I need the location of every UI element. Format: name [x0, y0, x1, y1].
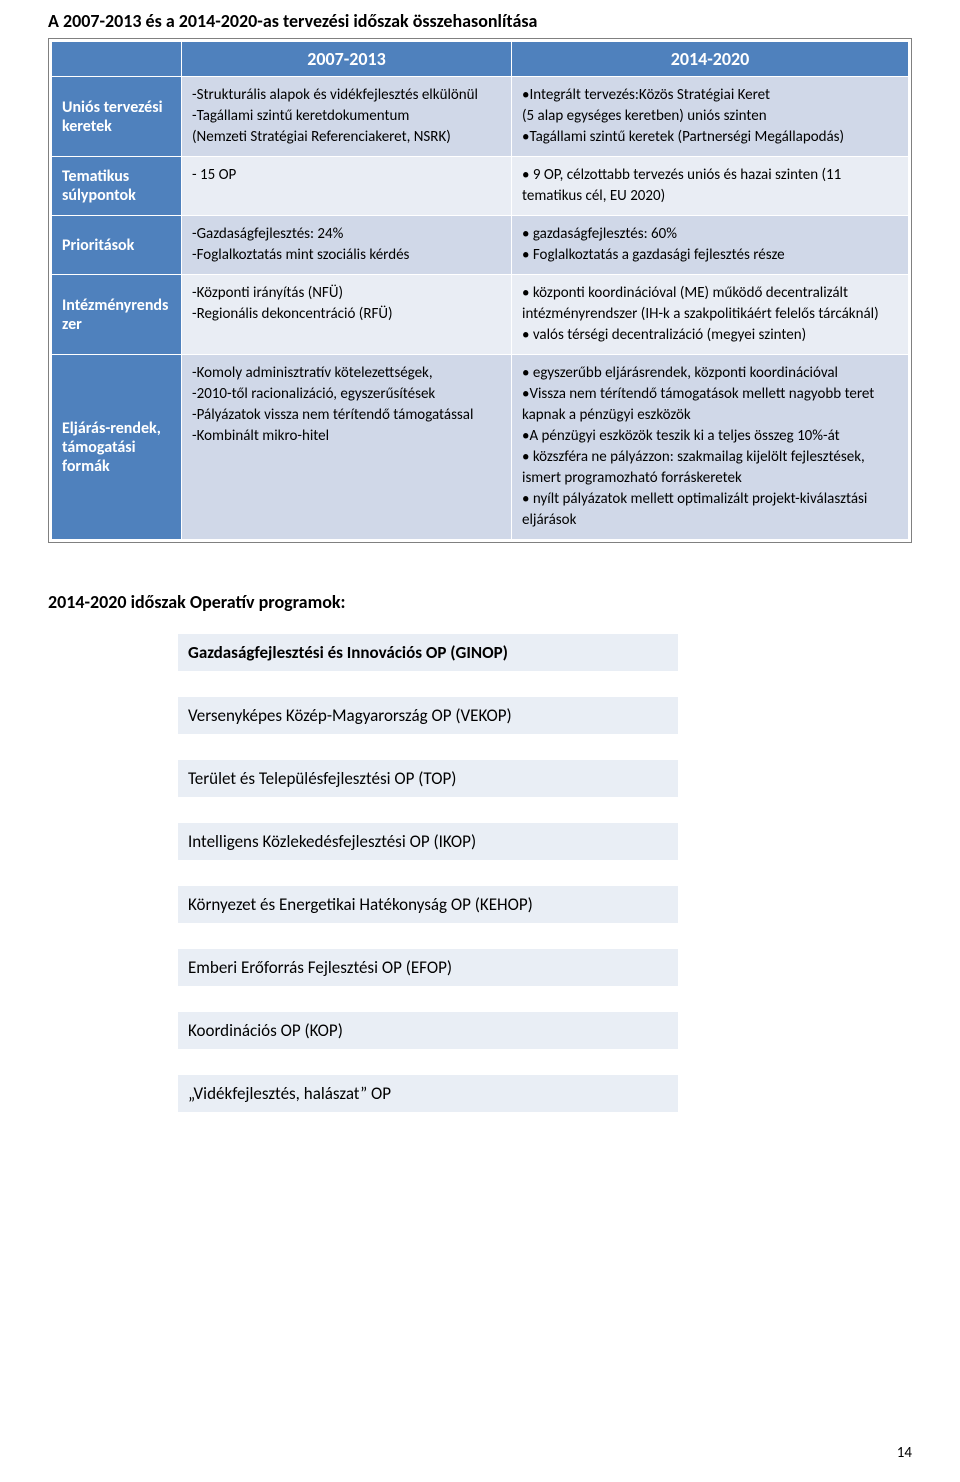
- cell: • központi koordinációval (ME) működő de…: [512, 275, 909, 355]
- op-label: Intelligens Közlekedésfejlesztési OP (IK…: [178, 820, 678, 863]
- cell: • gazdaságfejlesztés: 60%• Foglalkoztatá…: [512, 216, 909, 275]
- comparison-table-wrapper: 2007-2013 2014-2020 Uniós tervezési kere…: [48, 38, 912, 543]
- list-item: Gazdaságfejlesztési és Innovációs OP (GI…: [178, 631, 678, 674]
- col-header-2007: 2007-2013: [182, 42, 512, 77]
- page-number: 14: [897, 1444, 912, 1462]
- row-header: Intézményrendszer: [52, 275, 182, 355]
- table-corner: [52, 42, 182, 77]
- list-item: Intelligens Közlekedésfejlesztési OP (IK…: [178, 820, 678, 863]
- op-label: Versenyképes Közép-Magyarország OP (VEKO…: [178, 694, 678, 737]
- cell: •Integrált tervezés:Közös Stratégiai Ker…: [512, 77, 909, 157]
- op-label: Emberi Erőforrás Fejlesztési OP (EFOP): [178, 946, 678, 989]
- table-row: Tematikus súlypontok - 15 OP • 9 OP, cél…: [52, 157, 909, 216]
- op-label: Gazdaságfejlesztési és Innovációs OP (GI…: [178, 631, 678, 674]
- op-label: Terület és Településfejlesztési OP (TOP): [178, 757, 678, 800]
- op-list: Gazdaságfejlesztési és Innovációs OP (GI…: [178, 631, 678, 1115]
- row-header: Prioritások: [52, 216, 182, 275]
- list-item: Koordinációs OP (KOP): [178, 1009, 678, 1052]
- table-row: Eljárás-rendek, támogatási formák -Komol…: [52, 355, 909, 540]
- row-header: Eljárás-rendek, támogatási formák: [52, 355, 182, 540]
- row-header: Uniós tervezési keretek: [52, 77, 182, 157]
- cell: - 15 OP: [182, 157, 512, 216]
- cell: -Központi irányítás (NFÜ)-Regionális dek…: [182, 275, 512, 355]
- op-section-title: 2014-2020 időszak Operatív programok:: [48, 591, 912, 613]
- comparison-table: 2007-2013 2014-2020 Uniós tervezési kere…: [51, 41, 909, 540]
- op-label: Környezet és Energetikai Hatékonyság OP …: [178, 883, 678, 926]
- cell: -Komoly adminisztratív kötelezettségek,-…: [182, 355, 512, 540]
- col-header-2014: 2014-2020: [512, 42, 909, 77]
- table-row: Intézményrendszer -Központi irányítás (N…: [52, 275, 909, 355]
- table-row: Prioritások -Gazdaságfejlesztés: 24%-Fog…: [52, 216, 909, 275]
- cell: -Gazdaságfejlesztés: 24%-Foglalkoztatás …: [182, 216, 512, 275]
- cell: • egyszerűbb eljárásrendek, központi koo…: [512, 355, 909, 540]
- list-item: „Vidékfejlesztés, halászat” OP: [178, 1072, 678, 1115]
- row-header: Tematikus súlypontok: [52, 157, 182, 216]
- list-item: Környezet és Energetikai Hatékonyság OP …: [178, 883, 678, 926]
- list-item: Versenyképes Közép-Magyarország OP (VEKO…: [178, 694, 678, 737]
- cell: -Strukturális alapok és vidékfejlesztés …: [182, 77, 512, 157]
- list-item: Terület és Településfejlesztési OP (TOP): [178, 757, 678, 800]
- op-label: „Vidékfejlesztés, halászat” OP: [178, 1072, 678, 1115]
- table-row: Uniós tervezési keretek -Strukturális al…: [52, 77, 909, 157]
- list-item: Emberi Erőforrás Fejlesztési OP (EFOP): [178, 946, 678, 989]
- cell: • 9 OP, célzottabb tervezés uniós és haz…: [512, 157, 909, 216]
- page-title: A 2007-2013 és a 2014-2020-as tervezési …: [48, 10, 912, 32]
- op-label: Koordinációs OP (KOP): [178, 1009, 678, 1052]
